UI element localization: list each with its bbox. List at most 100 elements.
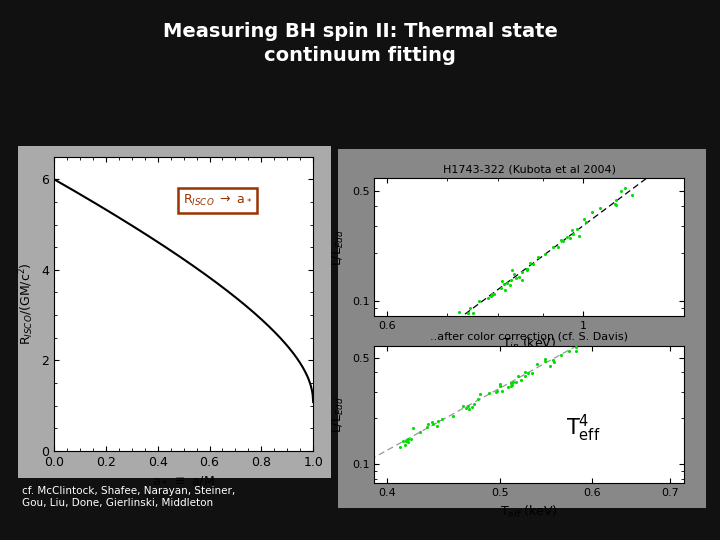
Point [522,368,534,377]
Point [531,360,543,368]
Point [548,357,559,366]
Point [572,335,583,344]
Point [457,402,469,410]
Point [555,350,567,359]
Text: R$_{ISCO}$ $\rightarrow$ a$_*$: R$_{ISCO}$ $\rightarrow$ a$_*$ [183,193,252,208]
Point [473,297,485,306]
Point [505,276,516,285]
Point [546,242,558,251]
Point [462,402,474,410]
Point [587,329,598,338]
Point [427,420,438,429]
Point [503,383,514,391]
Text: cf. McClintock, Shafee, Narayan, Steiner,
Gou, Liu, Done, Gierlinski, Middleton: cf. McClintock, Shafee, Narayan, Steiner… [22,486,235,508]
Point [449,318,461,327]
Point [505,381,516,390]
Point [464,303,476,312]
Point [633,305,644,314]
Point [527,260,539,268]
Point [505,281,516,289]
Point [624,310,636,319]
Point [578,339,590,347]
Point [561,232,572,241]
Y-axis label: R$_{ISCO}$/(GM/c$^2$): R$_{ISCO}$/(GM/c$^2$) [17,262,35,345]
Point [570,342,582,351]
Point [399,441,410,449]
Point [547,355,559,364]
Point [422,331,433,340]
Text: $\mathregular{T}_{\mathregular{eff}}^{\mathregular{4}}$: $\mathregular{T}_{\mathregular{eff}}^{\m… [567,413,601,444]
Point [506,381,518,390]
Point [580,218,592,227]
Point [474,390,486,399]
Point [395,443,406,451]
Point [505,379,517,388]
Point [486,291,498,299]
Point [418,340,430,349]
Point [454,308,465,316]
Point [498,279,509,288]
Point [594,204,606,212]
Point [622,313,634,321]
Point [508,269,520,278]
Point [482,293,493,302]
Point [495,284,507,293]
Point [433,416,444,425]
Point [539,249,551,258]
Point [564,233,576,242]
Point [431,422,443,430]
Point [421,423,433,431]
Point [578,215,590,224]
Point [447,412,459,421]
Point [490,388,502,396]
Point [499,286,510,295]
Text: Measuring BH spin II: Thermal state
continuum fitting: Measuring BH spin II: Thermal state cont… [163,22,557,65]
Point [415,346,427,355]
Point [610,199,621,208]
Point [574,232,585,240]
Point [516,275,527,284]
Point [400,437,412,445]
Point [513,273,525,281]
Point [492,386,503,395]
Point [621,313,632,321]
Point [422,419,433,428]
Point [466,402,477,411]
Point [586,208,598,217]
Point [507,378,518,387]
Point [448,317,459,326]
Point [599,326,611,334]
Point [626,191,638,199]
Point [401,353,413,362]
Point [611,195,622,204]
Text: H1743-322 (Kubota et al 2004): H1743-322 (Kubota et al 2004) [443,165,616,175]
Point [525,259,536,267]
Point [577,334,589,343]
Point [521,264,533,273]
Point [496,276,508,285]
Point [516,375,527,384]
Point [431,328,443,336]
Point [417,336,428,345]
Point [472,395,484,403]
Point [510,377,522,386]
Point [488,289,500,298]
X-axis label: a$_*$ $\equiv$ a/M: a$_*$ $\equiv$ a/M [152,474,215,488]
Point [572,224,583,233]
Point [555,235,567,244]
Point [590,333,602,341]
Point [510,274,522,282]
Point [579,338,590,346]
Point [629,312,641,321]
Point [496,387,508,395]
Point [405,434,417,443]
Point [407,424,418,433]
Point [464,404,475,413]
Point [611,320,622,328]
Point [502,279,513,287]
Point [436,415,448,423]
Point [462,309,474,318]
Point [516,268,528,276]
Point [615,319,626,328]
Point [539,355,551,363]
